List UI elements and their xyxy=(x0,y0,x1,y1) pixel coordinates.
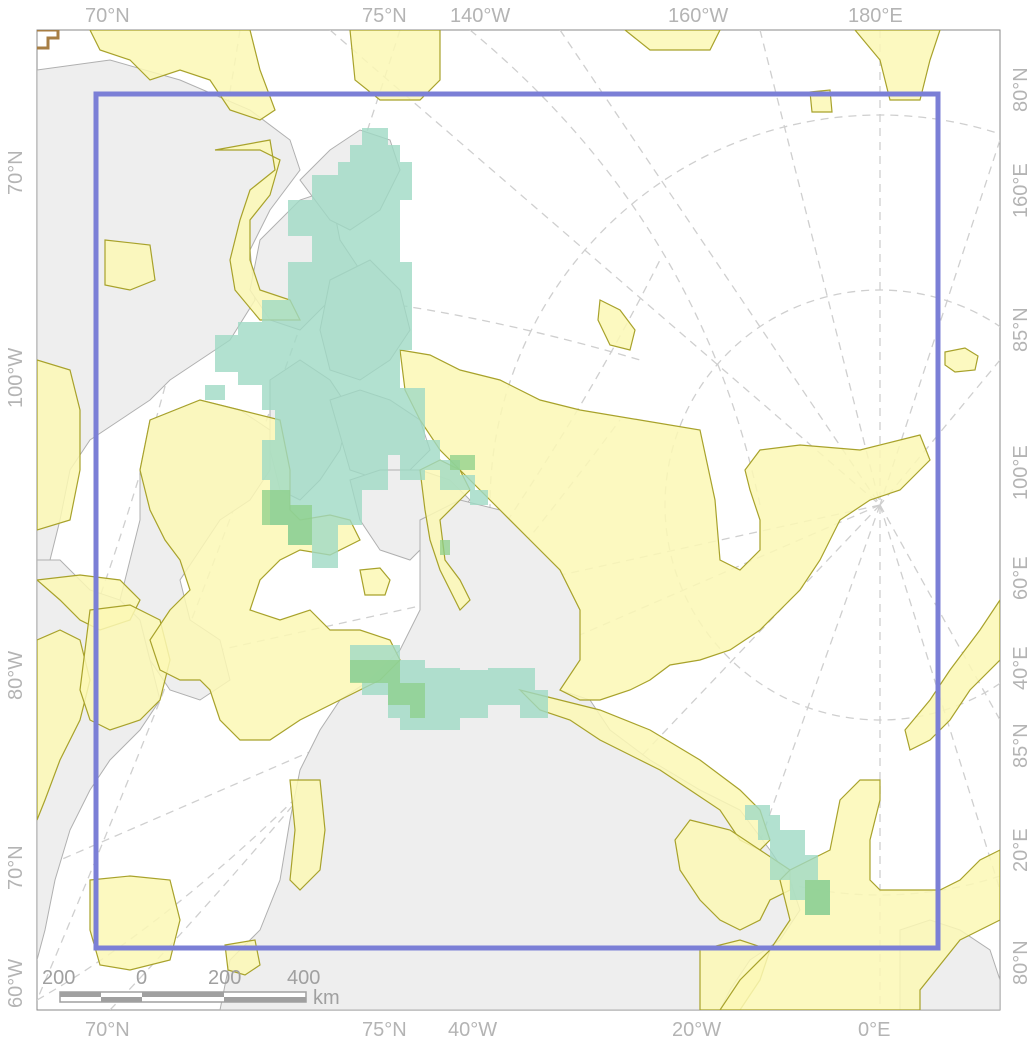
bottom-label-2: 75°N xyxy=(362,1019,407,1041)
right-label-2: 160°E xyxy=(1010,163,1032,218)
right-label-5: 60°E xyxy=(1010,556,1032,600)
right-label-6: 40°E xyxy=(1010,646,1032,690)
scale-tick-2: 0 xyxy=(136,967,147,989)
top-label-5: 180°E xyxy=(848,5,903,27)
right-label-8: 20°E xyxy=(1010,828,1032,872)
right-label-1: 80°N xyxy=(1010,67,1032,112)
scale-bar-seg-1 xyxy=(60,992,101,997)
right-label-4: 100°E xyxy=(1010,445,1032,500)
axis-labels-top: 70°N 75°N 140°W 160°W 180°E xyxy=(85,5,903,27)
right-label-3: 85°N xyxy=(1010,307,1032,352)
scale-tick-4: 400 xyxy=(287,967,320,989)
map-content xyxy=(37,30,1000,1010)
habitat-overlap xyxy=(262,455,830,915)
scale-bar-seg-4 xyxy=(224,997,306,1002)
scale-tick-1: 200 xyxy=(42,967,75,989)
extent-box xyxy=(93,91,941,951)
left-label-1: 70°N xyxy=(5,150,27,195)
top-label-1: 70°N xyxy=(85,5,130,27)
left-label-5: 60°W xyxy=(5,959,27,1008)
scale-bar-seg-2 xyxy=(101,997,142,1002)
axis-labels-right: 80°N 160°E 85°N 100°E 60°E 40°E 85°N 20°… xyxy=(1010,67,1032,985)
scale-tick-3: 200 xyxy=(208,967,241,989)
bottom-label-5: 0°E xyxy=(858,1019,890,1041)
top-label-2: 75°N xyxy=(362,5,407,27)
left-label-4: 70°N xyxy=(5,845,27,890)
top-label-4: 160°W xyxy=(668,5,728,27)
bottom-label-3: 40°W xyxy=(448,1019,497,1041)
right-label-7: 85°N xyxy=(1010,723,1032,768)
axis-labels-left: 70°N 100°W 80°W 70°N 60°W xyxy=(5,150,27,1008)
left-label-2: 100°W xyxy=(5,348,27,408)
corner-feature xyxy=(37,30,60,50)
scale-bar-seg-3 xyxy=(142,992,224,997)
right-label-9: 80°N xyxy=(1010,940,1032,985)
axis-labels-bottom: 70°N 75°N 40°W 20°W 0°E xyxy=(85,1019,890,1041)
scale-unit: km xyxy=(313,987,340,1009)
bottom-label-4: 20°W xyxy=(672,1019,721,1041)
left-label-3: 80°W xyxy=(5,651,27,700)
scale-bar: 200 0 200 400 km xyxy=(42,967,340,1009)
top-label-3: 140°W xyxy=(450,5,510,27)
bottom-label-1: 70°N xyxy=(85,1019,130,1041)
